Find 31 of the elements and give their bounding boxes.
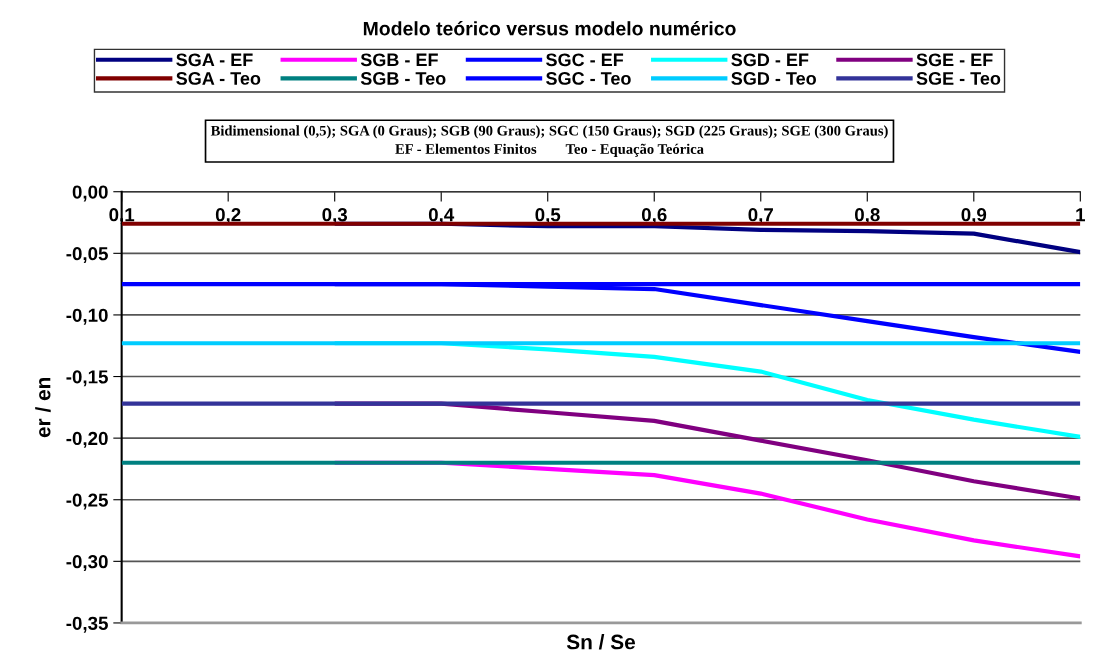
y-tick-label: -0,30 bbox=[66, 555, 108, 572]
legend-label: SGE - Teo bbox=[916, 72, 1001, 85]
y-tick-label: -0,35 bbox=[66, 616, 108, 633]
x-tick-label: 0,5 bbox=[535, 208, 561, 225]
x-tick-label: 0,8 bbox=[854, 208, 880, 225]
x-tick-label: 0,4 bbox=[428, 208, 455, 225]
legend-label: SGE - EF bbox=[916, 53, 993, 67]
x-axis-title: Sn / Se bbox=[566, 634, 636, 650]
x-tick-label: 0,9 bbox=[961, 208, 987, 225]
y-tick-label: 0,00 bbox=[72, 185, 108, 202]
x-tick-label: 0,3 bbox=[322, 208, 348, 225]
chart-subtitle: Bidimensional (0,5); SGA (0 Graus); SGB (90 Graus); SGC (150 Graus); SGD (225 Graus); SGE (300 Graus) EF - Elementos Finitos Teo - Equação Teórica bbox=[210, 125, 888, 157]
x-tick-label: 0,7 bbox=[748, 208, 773, 225]
chart-title: Modelo teórico versus modelo numérico bbox=[363, 21, 736, 36]
y-axis-title: er / en bbox=[35, 377, 51, 438]
legend-label: SGC - EF bbox=[546, 53, 624, 67]
legend-label: SGB - EF bbox=[360, 53, 438, 67]
legend-label: SGD - Teo bbox=[731, 72, 816, 85]
legend-label: SGC - Teo bbox=[546, 72, 631, 85]
x-tick-label: 1 bbox=[1076, 208, 1086, 222]
legend-label: SGA - Teo bbox=[176, 72, 261, 85]
legend-label: SGD - EF bbox=[731, 53, 809, 67]
legend-label: SGB - Teo bbox=[360, 72, 446, 85]
y-tick-label: -0,20 bbox=[66, 431, 108, 448]
x-tick-label: 0,2 bbox=[215, 208, 241, 225]
y-tick-label: -0,15 bbox=[66, 370, 108, 387]
y-tick-label: -0,25 bbox=[66, 493, 108, 510]
y-tick-label: -0,05 bbox=[66, 247, 108, 264]
y-tick-label: -0,10 bbox=[66, 308, 108, 325]
legend-label: SGA - EF bbox=[176, 53, 253, 67]
x-tick-label: 0,6 bbox=[641, 208, 667, 225]
